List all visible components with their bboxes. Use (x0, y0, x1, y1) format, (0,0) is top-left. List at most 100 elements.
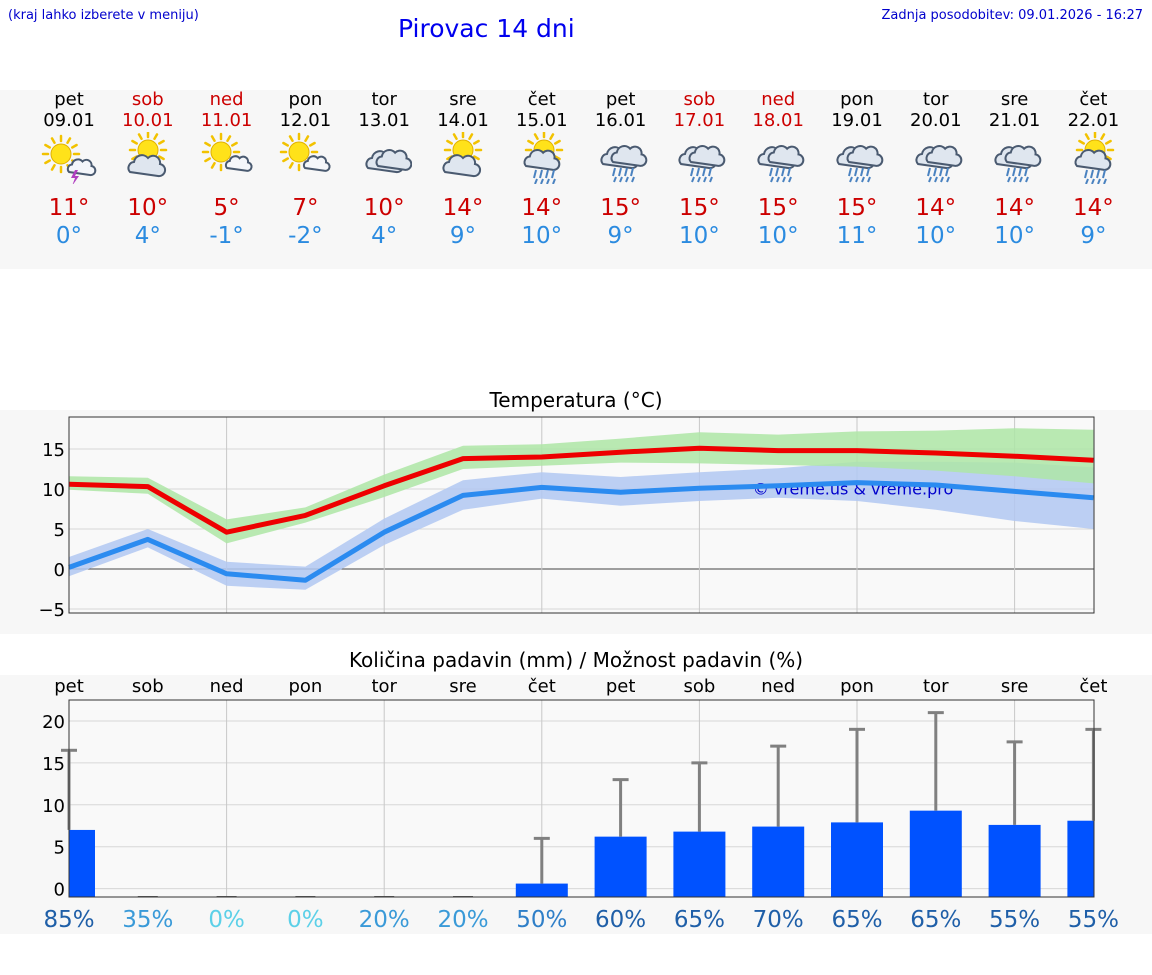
temp-min: 10° (915, 223, 957, 249)
max-temp-band (69, 428, 1094, 544)
day-name: ned (761, 89, 796, 110)
precip-chance-label: 65% (831, 907, 882, 933)
y-tick-label: −5 (38, 600, 65, 621)
day-date: 12.01 (279, 110, 332, 131)
temp-min: 9° (449, 223, 477, 249)
precip-chance-label: 70% (753, 907, 804, 933)
temp-max: 11° (48, 195, 90, 221)
precip-chance-label: 0% (208, 907, 245, 933)
precipitation-chart: 0 5 10 15 20 pet sob ned pon tor sre čet pet sob ned po… (42, 676, 1119, 933)
forecast-day: pet 09.01 11° 0° (29, 90, 109, 250)
day-date: 16.01 (594, 110, 647, 131)
temp-max: 7° (292, 195, 319, 221)
temp-min: 9° (1080, 223, 1107, 249)
forecast-day: ned 11.01 5° -1° (187, 90, 267, 250)
rain-cloud-icon (678, 145, 726, 183)
x-category-label: sre (1001, 676, 1028, 697)
rain-cloud-icon (836, 145, 884, 183)
forecast-day: sre 14.01 14° 9° (423, 90, 503, 250)
forecast-day: pon 19.01 15° 11° (817, 90, 897, 250)
temp-max: 14° (442, 195, 484, 221)
x-category-label: čet (1079, 676, 1107, 697)
temp-min: -1° (209, 223, 244, 249)
temp-min: 10° (994, 223, 1035, 249)
forecast-day: sob 17.01 15° 10° (659, 90, 739, 250)
cloud-icon (365, 149, 413, 174)
day-date: 15.01 (516, 110, 568, 131)
sun-cloud-rain-icon (1074, 130, 1115, 185)
temperature-chart-title: Temperatura (°C) (489, 388, 663, 412)
rain-cloud-icon (757, 145, 805, 183)
day-date: 17.01 (673, 110, 726, 131)
precip-bar (594, 836, 647, 897)
day-date: 18.01 (752, 110, 804, 131)
temp-min: 9° (607, 223, 634, 249)
temp-min: 4° (134, 223, 161, 249)
temp-min: -2° (288, 223, 323, 249)
day-date: 11.01 (200, 110, 253, 131)
x-category-label: ned (761, 676, 795, 697)
precip-bar (673, 831, 726, 897)
day-date: 21.01 (988, 110, 1041, 131)
precip-bar (1067, 820, 1094, 897)
x-category-label: tor (371, 676, 397, 697)
max-temp-line (68, 445, 1094, 535)
forecast-day: čet 22.01 14° 9° (1053, 90, 1133, 250)
precip-chance-label: 55% (989, 907, 1040, 933)
temp-max: 15° (757, 195, 799, 221)
x-category-label: sob (683, 676, 715, 697)
temp-min: 11° (836, 223, 878, 249)
temp-min: 10° (757, 223, 799, 249)
precip-chance-label: 0% (287, 907, 324, 933)
temp-max: 14° (1073, 195, 1114, 221)
header-note: (kraj lahko izberete v meniju) (8, 8, 199, 23)
temp-min: 10° (679, 223, 720, 249)
day-name: tor (923, 89, 949, 110)
rain-cloud-icon (994, 145, 1041, 183)
min-temp-line (68, 480, 1094, 583)
temp-max: 10° (127, 195, 169, 221)
forecast-day: pet 16.01 15° 9° (581, 90, 661, 250)
precip-bar (69, 829, 95, 897)
temp-min: 10° (521, 223, 563, 249)
temp-max: 5° (213, 195, 240, 221)
plot-border (68, 699, 1095, 898)
temp-min: 4° (371, 223, 398, 249)
rain-cloud-icon (600, 145, 647, 183)
precip-bar (988, 824, 1041, 897)
day-name: sob (683, 89, 716, 110)
rain-cloud-icon (915, 145, 963, 183)
forecast-day: pon 12.01 7° -2° (265, 90, 345, 250)
day-name: čet (527, 89, 556, 110)
precip-chance-label: 20% (437, 907, 488, 933)
forecast-day: čet 15.01 14° 10° (502, 90, 582, 250)
temp-max: 14° (915, 195, 957, 221)
y-tick-label: 10 (42, 796, 65, 817)
day-name: tor (371, 89, 397, 110)
y-tick-label: 20 (42, 712, 65, 733)
sun-cloud-thunder-icon (41, 134, 97, 186)
x-category-label: tor (923, 676, 949, 697)
temp-max: 10° (363, 195, 405, 221)
sun-small-cloud-icon (201, 132, 253, 172)
precipitation-chart-title: Količina padavin (mm) / Možnost padavin … (348, 648, 804, 672)
precip-chance-label: 65% (674, 907, 725, 933)
x-category-label: pon (840, 676, 874, 697)
temp-max: 15° (836, 195, 878, 221)
day-date: 22.01 (1067, 110, 1120, 131)
day-name: pet (605, 89, 636, 110)
y-tick-label: 5 (54, 838, 65, 859)
precip-bar (831, 822, 883, 897)
forecast-day: sre 21.01 14° 10° (975, 90, 1055, 250)
precip-chance-label: 55% (1068, 907, 1119, 933)
day-date: 10.01 (122, 110, 174, 131)
precip-bar (515, 883, 568, 897)
precip-chance-label: 20% (359, 907, 410, 933)
x-category-label: pon (288, 676, 322, 697)
sun-cloud-icon (442, 130, 483, 178)
day-name: pon (840, 89, 874, 110)
forecast-day: tor 13.01 10° 4° (344, 90, 424, 250)
day-date: 20.01 (910, 110, 962, 131)
precip-chance-label: 65% (910, 907, 961, 933)
